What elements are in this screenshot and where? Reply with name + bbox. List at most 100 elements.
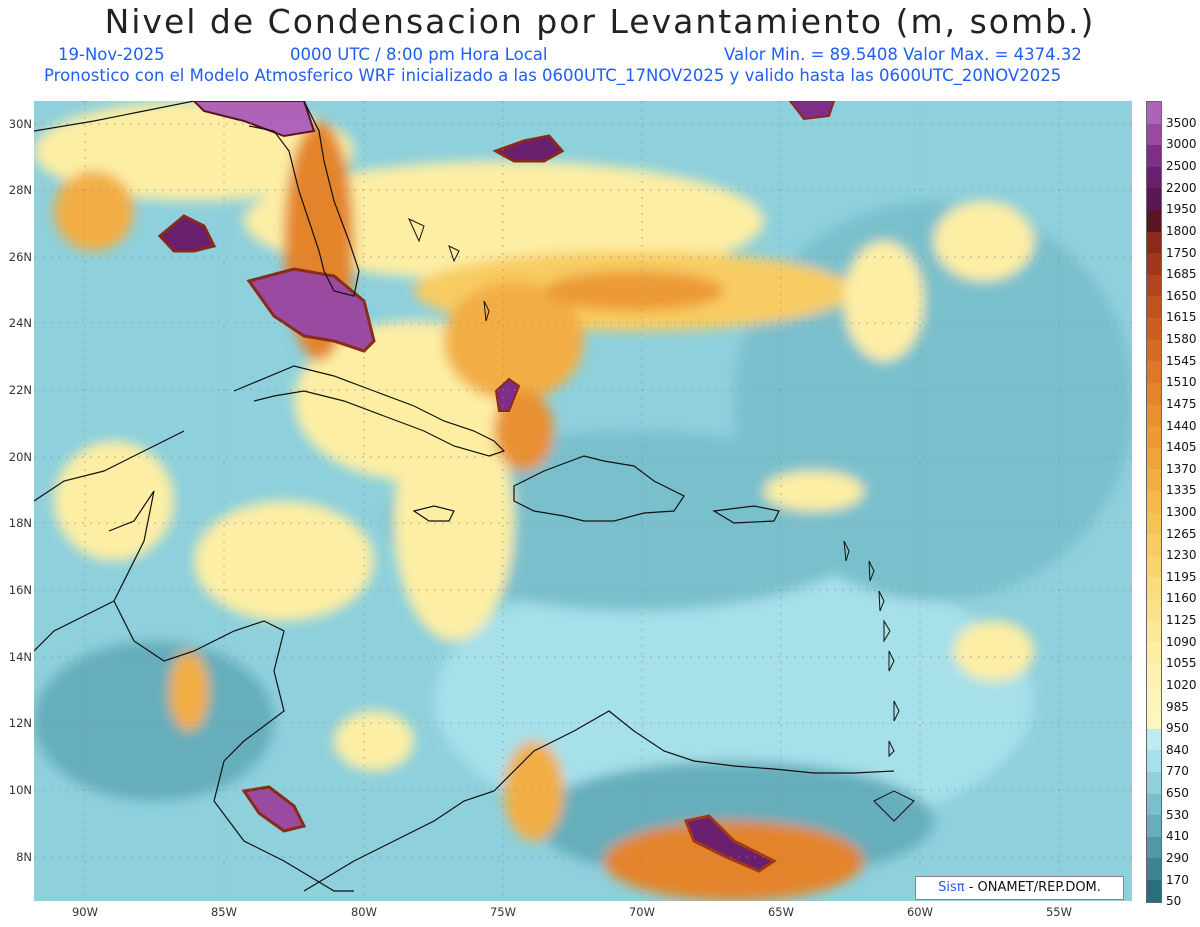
lon-label: 65W [767, 905, 794, 919]
colorbar-swatch [1147, 123, 1161, 146]
lat-label: 28N [8, 183, 32, 197]
colorbar-swatch [1147, 382, 1161, 405]
colorbar-swatch [1147, 296, 1161, 319]
colorbar-swatch [1147, 210, 1161, 232]
lat-label: 10N [8, 783, 32, 797]
lat-label: 16N [8, 583, 32, 597]
colorbar-swatch [1147, 490, 1161, 513]
colorbar-label: 1230 [1166, 548, 1197, 563]
colorbar-label: 1545 [1166, 353, 1197, 368]
lon-label: 75W [489, 905, 516, 919]
credit-box: Sisπ - ONAMET/REP.DOM. [915, 876, 1124, 900]
colorbar-swatch [1147, 404, 1161, 427]
colorbar [1146, 101, 1162, 903]
colorbar-label: 950 [1166, 721, 1189, 736]
colorbar-swatch [1147, 231, 1161, 254]
colorbar-swatch [1147, 426, 1161, 448]
colorbar-swatch [1147, 815, 1161, 837]
lat-label: 20N [8, 450, 32, 464]
colorbar-swatch [1147, 102, 1161, 124]
valid-date: 19-Nov-2025 [58, 45, 165, 64]
lon-label: 55W [1045, 905, 1072, 919]
colorbar-label: 1440 [1166, 418, 1197, 433]
colorbar-label: 1265 [1166, 526, 1197, 541]
map-canvas [34, 101, 1132, 901]
lcl-map [34, 101, 1132, 901]
lat-label: 8N [16, 850, 32, 864]
colorbar-label: 410 [1166, 829, 1189, 844]
colorbar-swatch [1147, 707, 1161, 729]
colorbar-label: 1160 [1166, 591, 1197, 606]
graticule [34, 101, 1132, 901]
colorbar-swatch [1147, 469, 1161, 491]
colorbar-swatch [1147, 858, 1161, 880]
coastlines [34, 101, 895, 892]
colorbar-label: 1800 [1166, 223, 1197, 238]
colorbar-label: 985 [1166, 699, 1189, 714]
colorbar-label: 840 [1166, 742, 1189, 757]
colorbar-swatch [1147, 555, 1161, 578]
colorbar-swatch [1147, 361, 1161, 383]
colorbar-label: 1300 [1166, 505, 1197, 519]
colorbar-swatch [1147, 771, 1161, 794]
colorbar-swatch [1147, 274, 1161, 297]
islands [407, 217, 915, 822]
credit-text: - ONAMET/REP.DOM. [964, 880, 1101, 895]
colorbar-label: 1685 [1166, 267, 1197, 282]
colorbar-label: 650 [1166, 786, 1189, 801]
lat-label: 18N [8, 516, 32, 530]
colorbar-label: 1650 [1166, 288, 1197, 303]
colorbar-swatch [1147, 663, 1161, 686]
lat-label: 26N [8, 250, 32, 264]
lon-label: 80W [350, 905, 377, 919]
colorbar-swatch [1147, 145, 1161, 167]
colorbar-swatch [1147, 577, 1161, 600]
lat-label: 12N [8, 716, 32, 730]
colorbar-swatch [1147, 642, 1161, 664]
colorbar-label: 1370 [1166, 461, 1197, 476]
colorbar-swatch [1147, 685, 1161, 708]
colorbar-label: 2200 [1166, 180, 1197, 195]
colorbar-label: 1195 [1166, 569, 1197, 584]
colorbar-swatch [1147, 750, 1161, 772]
colorbar-swatch [1147, 620, 1161, 643]
colorbar-label: 1055 [1166, 656, 1197, 671]
colorbar-label: 3000 [1166, 137, 1197, 152]
colorbar-label: 1475 [1166, 396, 1197, 411]
colorbar-swatch [1147, 879, 1161, 902]
colorbar-swatch [1147, 599, 1161, 621]
colorbar-label: 1020 [1166, 677, 1197, 692]
colorbar-label: 1405 [1166, 440, 1197, 455]
colorbar-label: 1580 [1166, 332, 1197, 347]
colorbar-label: 1510 [1166, 375, 1197, 390]
lon-label: 90W [71, 905, 98, 919]
colorbar-swatch [1147, 318, 1161, 340]
colorbar-label: 770 [1166, 764, 1189, 779]
lon-label: 70W [628, 905, 655, 919]
colorbar-label: 1090 [1166, 634, 1197, 649]
colorbar-label: 1335 [1166, 483, 1197, 498]
colorbar-swatch [1147, 836, 1161, 859]
sis-logo-text: Sisπ [938, 880, 965, 895]
lon-label: 85W [210, 905, 237, 919]
valid-time: 0000 UTC / 8:00 pm Hora Local [290, 45, 548, 64]
lat-label: 24N [8, 316, 32, 330]
colorbar-label: 530 [1166, 807, 1189, 822]
lat-label: 30N [8, 117, 32, 131]
colorbar-label: 1750 [1166, 245, 1197, 260]
forecast-info: Pronostico con el Modelo Atmosferico WRF… [44, 66, 1062, 85]
colorbar-label: 1950 [1166, 202, 1197, 217]
lat-label: 22N [8, 383, 32, 397]
colorbar-label: 50 [1166, 894, 1182, 909]
colorbar-label: 3500 [1166, 115, 1197, 130]
colorbar-label: 1615 [1166, 310, 1197, 325]
map-title: Nivel de Condensacion por Levantamiento … [104, 2, 1096, 41]
colorbar-swatch [1147, 188, 1161, 211]
lat-label: 14N [8, 650, 32, 664]
colorbar-swatch [1147, 253, 1161, 275]
colorbar-label: 1125 [1166, 613, 1197, 628]
colorbar-swatch [1147, 512, 1161, 535]
colorbar-label: 2500 [1166, 159, 1197, 174]
colorbar-label: 290 [1166, 850, 1189, 865]
colorbar-swatch [1147, 728, 1161, 751]
